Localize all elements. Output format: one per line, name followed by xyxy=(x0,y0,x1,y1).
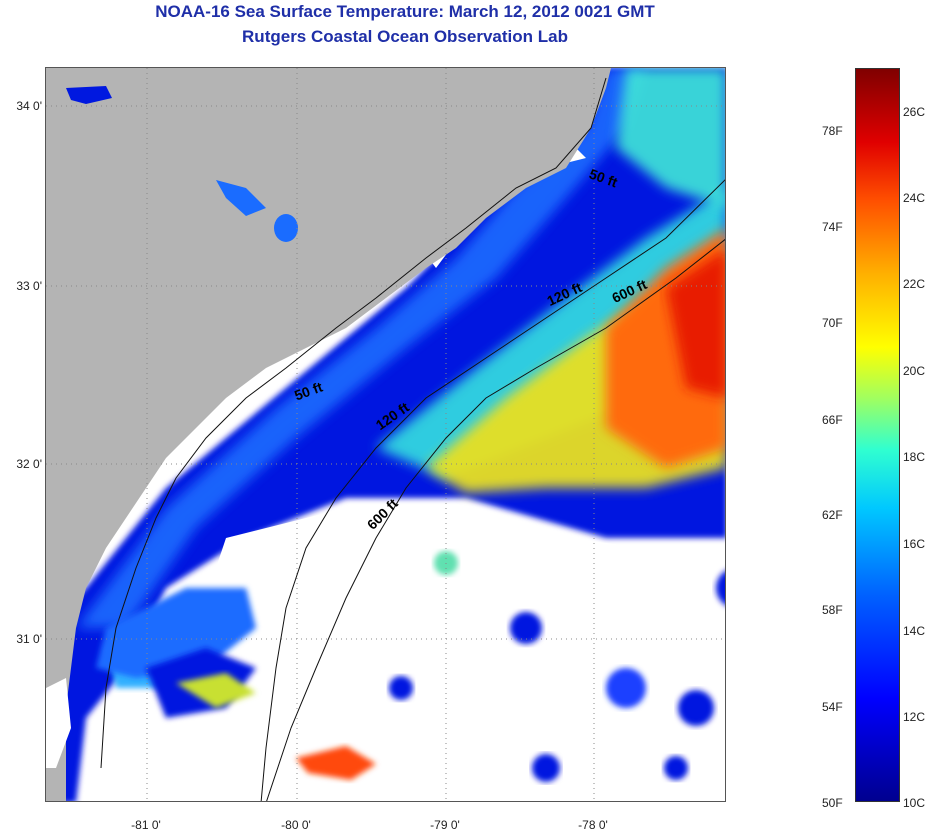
lon-label-81: -81 0' xyxy=(131,818,161,832)
cb-c-24: 24C xyxy=(903,191,926,205)
cb-f-62: 62F xyxy=(822,508,843,522)
graticule xyxy=(46,68,725,801)
temperature-colorbar xyxy=(855,68,900,802)
cb-f-54: 54F xyxy=(822,700,843,714)
cb-c-16: 16C xyxy=(903,537,926,551)
lon-label-80: -80 0' xyxy=(281,818,311,832)
cb-f-78: 78F xyxy=(822,124,843,138)
contour-120ft xyxy=(260,179,725,801)
sst-map: 50 ft 120 ft 600 ft 50 ft 120 ft 600 ft xyxy=(45,67,726,802)
cb-f-58: 58F xyxy=(822,603,843,617)
cb-c-12: 12C xyxy=(903,710,926,724)
cb-c-22: 22C xyxy=(903,277,926,291)
lat-label-32: 32 0' xyxy=(16,457,42,471)
sst-map-canvas xyxy=(46,68,725,801)
cb-c-26: 26C xyxy=(903,105,926,119)
cb-c-10: 10C xyxy=(903,796,926,810)
cb-f-66: 66F xyxy=(822,413,843,427)
depth-contours xyxy=(100,77,725,801)
lat-label-31: 31 0' xyxy=(16,632,42,646)
cb-f-74: 74F xyxy=(822,220,843,234)
cb-f-50: 50F xyxy=(822,796,843,810)
map-title: NOAA-16 Sea Surface Temperature: March 1… xyxy=(155,2,655,21)
lon-label-78: -78 0' xyxy=(578,818,608,832)
lat-label-33: 33 0' xyxy=(16,279,42,293)
contour-600ft xyxy=(266,238,725,801)
cb-f-70: 70F xyxy=(822,316,843,330)
cb-c-14: 14C xyxy=(903,624,926,638)
map-subtitle: Rutgers Coastal Ocean Observation Lab xyxy=(242,27,568,46)
contour-50ft xyxy=(100,77,607,769)
cb-c-18: 18C xyxy=(903,450,926,464)
southern-sst-patches xyxy=(96,551,725,782)
lat-label-34: 34 0' xyxy=(16,99,42,113)
lon-label-79: -79 0' xyxy=(430,818,460,832)
cb-c-20: 20C xyxy=(903,364,926,378)
land-mass xyxy=(46,68,611,801)
